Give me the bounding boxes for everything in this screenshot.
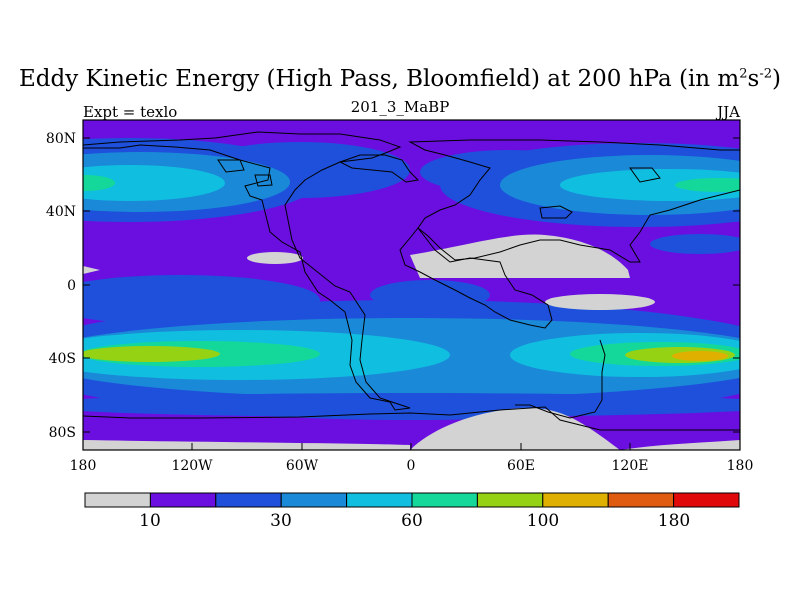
y-tick-label: 80S [49, 425, 76, 441]
contour-level-below-10 [410, 234, 630, 278]
colorbar-label: 180 [658, 511, 690, 531]
contour-band [83, 175, 115, 191]
contour-level-below-10 [620, 440, 740, 450]
experiment-label: Expt = texlo [83, 103, 178, 121]
coastline-antarctica [82, 406, 740, 431]
coastline-americas [82, 131, 411, 411]
x-tick-label: 180 [727, 458, 754, 474]
coastline-layer [82, 131, 741, 431]
y-tick-label: 0 [67, 278, 76, 294]
contour-band [83, 165, 225, 201]
map-title: Eddy Kinetic Energy (High Pass, Bloomfie… [19, 66, 781, 92]
contour-level-below-10 [247, 252, 303, 264]
colorbar-box [673, 492, 740, 508]
coastline-greenland [338, 154, 420, 183]
x-tick-label: 120W [171, 458, 213, 474]
x-tick-label: 0 [407, 458, 416, 474]
x-tick-label: 60E [507, 458, 535, 474]
contour-band [675, 178, 740, 192]
contour-level-below-10 [410, 407, 620, 450]
y-axis-ticks [83, 137, 740, 433]
y-tick-label: 40S [49, 351, 76, 367]
contour-band [650, 234, 740, 254]
coastline-eurasia [408, 139, 741, 263]
x-axis-ticks [82, 443, 741, 450]
colorbar-box [476, 492, 544, 508]
y-tick-label: 80N [46, 131, 76, 147]
colorbar [84, 492, 740, 508]
colorbar-box [84, 492, 151, 508]
colorbar-label: 100 [527, 511, 559, 531]
y-tick-label: 40N [46, 204, 76, 220]
coastline-africa [399, 227, 553, 329]
contour-band [672, 351, 728, 361]
contour-fill-layer [83, 120, 740, 450]
colorbar-label: 60 [401, 511, 423, 531]
colorbar-box [542, 492, 609, 508]
contour-band [83, 346, 220, 362]
x-tick-label: 60W [286, 458, 319, 474]
contour-level-below-10 [83, 266, 100, 274]
colorbar-box [149, 492, 217, 508]
colorbar-label: 30 [270, 511, 292, 531]
contour-band [560, 169, 740, 201]
experiment-subtitle: 201_3_MaBP [350, 98, 450, 116]
contour-band [83, 393, 740, 417]
colorbar-label: 10 [139, 511, 161, 531]
contour-level-below-10 [83, 440, 410, 450]
colorbar-box [215, 492, 282, 508]
coastline-arctic-islands [217, 159, 661, 219]
x-tick-label: 120E [612, 458, 649, 474]
colorbar-box [280, 492, 348, 508]
colorbar-box [607, 492, 675, 508]
colorbar-box [346, 492, 413, 508]
contour-level-below-10 [545, 294, 655, 310]
season-label: JJA [717, 103, 740, 121]
colorbar-box [411, 492, 478, 508]
x-tick-label: 180 [70, 458, 97, 474]
